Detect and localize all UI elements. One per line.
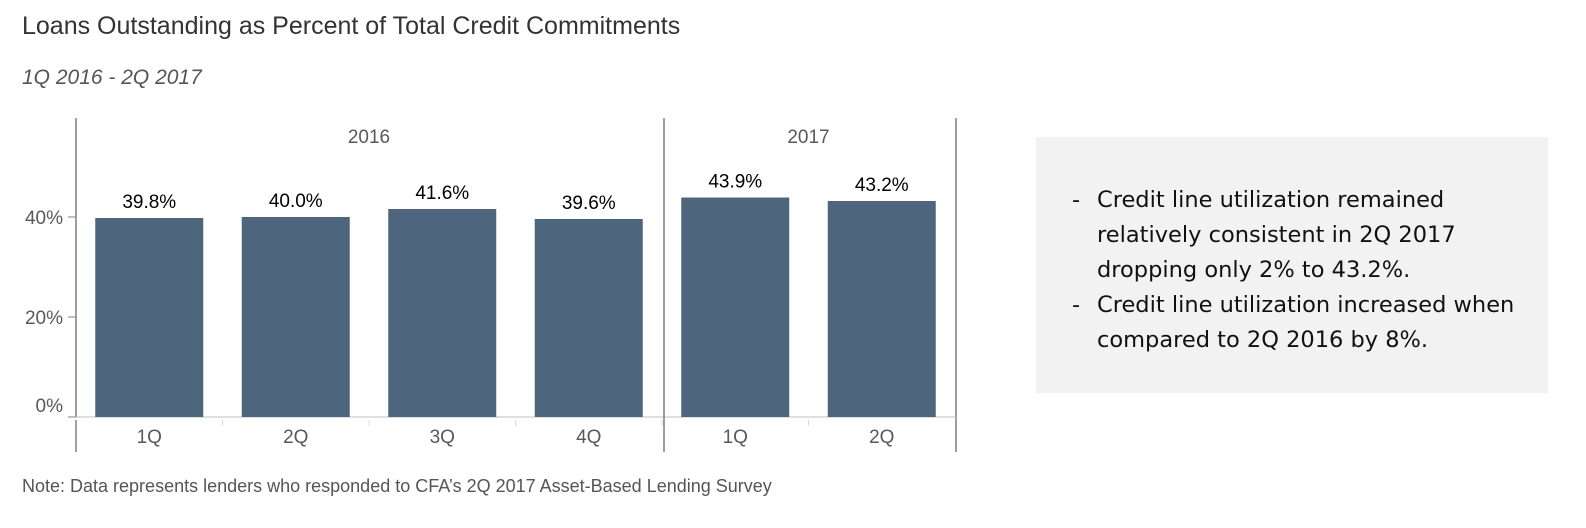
data-label: 43.2% bbox=[855, 175, 909, 196]
y-tick-label: 40% bbox=[25, 208, 63, 229]
y-tick-label: 0% bbox=[36, 396, 64, 417]
summary-callout: Credit line utilization remained relativ… bbox=[1036, 137, 1548, 393]
x-tick-label: 2Q bbox=[283, 427, 308, 448]
bar bbox=[827, 201, 936, 417]
data-label: 39.6% bbox=[562, 193, 616, 214]
data-label: 41.6% bbox=[415, 183, 469, 204]
bar bbox=[534, 219, 643, 417]
summary-bullet-list: Credit line utilization remained relativ… bbox=[1036, 137, 1548, 358]
bar-chart: 0% 20% 40% 2016 2017 39.8% 1Q 40.0% 2Q 41.6% 3Q 39… bbox=[25, 118, 957, 452]
group-label: 2016 bbox=[348, 127, 390, 148]
chart-subtitle: 1Q 2016 - 2Q 2017 bbox=[22, 66, 202, 89]
data-label: 43.9% bbox=[708, 172, 762, 193]
x-tick-label: 1Q bbox=[723, 427, 748, 448]
x-tick-label: 1Q bbox=[137, 427, 162, 448]
x-tick-label: 2Q bbox=[869, 427, 894, 448]
y-tick-label: 20% bbox=[25, 308, 63, 329]
bar bbox=[241, 217, 350, 417]
bar bbox=[388, 209, 497, 417]
x-tick-label: 4Q bbox=[576, 427, 601, 448]
data-label: 40.0% bbox=[269, 191, 323, 212]
x-tick-label: 3Q bbox=[430, 427, 455, 448]
summary-bullet: Credit line utilization remained relativ… bbox=[1072, 183, 1548, 288]
bar bbox=[95, 218, 204, 417]
data-label: 39.8% bbox=[122, 192, 176, 213]
footnote: Note: Data represents lenders who respon… bbox=[22, 476, 772, 496]
group-label: 2017 bbox=[787, 127, 829, 148]
summary-bullet: Credit line utilization increased when c… bbox=[1072, 288, 1548, 358]
chart-title: Loans Outstanding as Percent of Total Cr… bbox=[22, 12, 681, 40]
bar bbox=[681, 197, 790, 417]
